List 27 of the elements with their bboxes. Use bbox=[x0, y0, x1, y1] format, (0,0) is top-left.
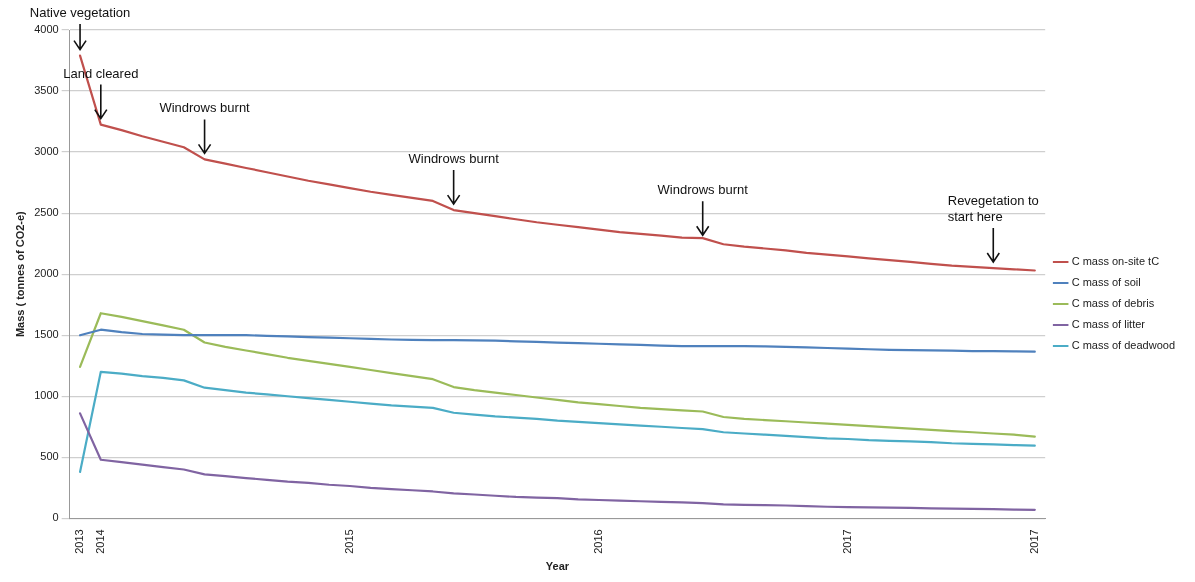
y-tick-label: 3500 bbox=[34, 84, 59, 97]
x-tick-label: 2017 bbox=[841, 529, 854, 554]
y-tick-label: 1500 bbox=[34, 328, 59, 341]
y-tick-label: 2500 bbox=[34, 206, 59, 219]
y-tick-label: 3000 bbox=[34, 145, 59, 158]
legend-label: C mass of litter bbox=[1071, 318, 1146, 331]
y-tick-label: 500 bbox=[40, 450, 59, 463]
y-tick-label: 2000 bbox=[34, 267, 59, 280]
y-tick-label: 1000 bbox=[34, 389, 59, 402]
annotation: Revegetation to start here bbox=[947, 193, 1039, 225]
x-tick-label: 2013 bbox=[73, 529, 86, 554]
annotation: Windrows burnt bbox=[408, 151, 500, 167]
x-axis-title: Year bbox=[545, 560, 570, 573]
legend-label: C mass on-site tC bbox=[1071, 255, 1160, 268]
legend-label: C mass of soil bbox=[1071, 276, 1141, 289]
annotation: Windrows burnt bbox=[657, 182, 749, 198]
legend-label: C mass of deadwood bbox=[1071, 339, 1176, 352]
x-tick-label: 2017 bbox=[1027, 529, 1040, 554]
y-axis-title: Mass ( tonnes of CO2-e) bbox=[13, 210, 26, 338]
x-tick-label: 2014 bbox=[93, 529, 106, 554]
y-tick-label: 0 bbox=[52, 511, 59, 524]
legend-label: C mass of debris bbox=[1071, 297, 1155, 310]
x-tick-label: 2016 bbox=[591, 529, 604, 554]
y-tick-label: 4000 bbox=[34, 23, 59, 36]
annotation: Native vegetation bbox=[29, 5, 131, 21]
annotation: Windrows burnt bbox=[159, 100, 251, 116]
x-tick-label: 2015 bbox=[342, 529, 355, 554]
